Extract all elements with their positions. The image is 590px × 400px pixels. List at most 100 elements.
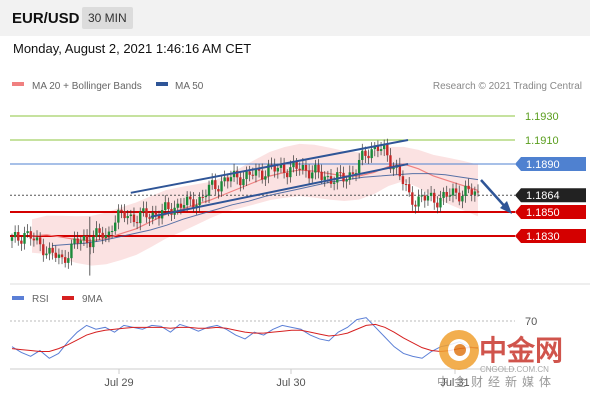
candle-body — [42, 244, 45, 256]
candle — [476, 184, 480, 197]
candle-body — [433, 192, 436, 203]
candle — [129, 209, 133, 224]
candle-body — [123, 211, 126, 219]
candle-body — [267, 164, 270, 177]
candle-body — [107, 231, 111, 236]
candle — [370, 142, 373, 163]
candle — [307, 164, 311, 185]
candle — [276, 163, 280, 179]
candle — [304, 160, 308, 178]
candle-body — [217, 189, 220, 192]
candle — [364, 146, 367, 164]
candle-body — [332, 182, 336, 184]
ma50-legend-swatch — [156, 82, 168, 86]
ma50-legend-label: MA 50 — [175, 81, 204, 92]
candle — [404, 179, 408, 192]
candle — [470, 183, 473, 202]
candle-body — [226, 177, 229, 182]
candle-body — [345, 179, 348, 182]
rsi-line — [11, 317, 479, 359]
candle-body — [414, 204, 417, 207]
candle-body — [192, 199, 195, 209]
candle — [198, 192, 201, 213]
candle — [79, 236, 83, 251]
candle — [286, 169, 289, 185]
candle — [126, 210, 129, 225]
candle-body — [254, 168, 258, 176]
candle-body — [473, 191, 477, 195]
candle-body — [132, 214, 136, 223]
level-label-2: 1.1890 — [515, 157, 586, 171]
candle — [273, 158, 276, 178]
candle — [426, 189, 430, 206]
candle — [367, 149, 370, 164]
candle-body — [411, 192, 414, 205]
x-tick-jul31: Jul 31 — [440, 377, 469, 389]
candle-body — [264, 176, 267, 180]
candle-body — [448, 195, 452, 197]
candle — [48, 242, 51, 261]
candle-body — [54, 252, 57, 258]
candle — [20, 236, 23, 251]
candle — [407, 177, 411, 197]
candle-body — [311, 172, 314, 179]
candle — [110, 225, 114, 239]
candle — [386, 138, 389, 162]
candle-body — [442, 191, 445, 198]
candle-body — [139, 211, 142, 224]
candle-body — [220, 181, 223, 192]
candle — [339, 165, 342, 178]
candle-body — [304, 165, 308, 171]
watermark-logo-dot — [454, 344, 466, 356]
candle — [135, 215, 139, 230]
candle-body — [70, 243, 73, 259]
candle-body — [114, 222, 117, 232]
candle-body — [13, 232, 17, 238]
candle-body — [182, 205, 186, 208]
candle-body — [142, 208, 145, 212]
candle — [63, 250, 67, 268]
candle-body — [148, 217, 151, 219]
candle — [376, 140, 380, 158]
candle-body — [229, 177, 233, 182]
candle — [67, 251, 70, 269]
candle-body — [357, 159, 361, 174]
candle — [361, 143, 364, 166]
candle-body — [426, 195, 430, 201]
candle — [142, 201, 145, 217]
candle — [417, 189, 420, 212]
ma20-legend-label: MA 20 + Bollinger Bands — [32, 81, 142, 92]
candle-body — [367, 155, 370, 159]
level-text-2: 1.1890 — [526, 159, 560, 171]
candle — [420, 188, 423, 203]
candle — [461, 190, 464, 209]
candle-body — [85, 235, 89, 243]
trendlines — [130, 139, 409, 218]
candle-body — [79, 240, 83, 244]
candle — [398, 157, 402, 181]
candle-body — [458, 192, 461, 202]
candle-body — [214, 180, 217, 190]
candle-body — [104, 235, 108, 238]
trendline-channel-top — [130, 139, 409, 194]
watermark: 中金网 CNGOLD.COM.CN 中金财经新媒体 — [437, 330, 563, 389]
candle — [95, 221, 98, 242]
level-text-1: 1.1910 — [525, 135, 559, 147]
timeframe-selector[interactable]: 30 MIN — [82, 7, 133, 29]
candle-body — [35, 237, 39, 241]
level-label-5: 1.1830 — [515, 229, 586, 243]
candle-body — [10, 237, 14, 241]
candle-body — [476, 191, 480, 193]
candle — [298, 162, 301, 176]
candle — [351, 165, 355, 180]
candle — [473, 186, 477, 202]
candle — [17, 225, 20, 246]
candle-body — [307, 170, 311, 179]
candle — [98, 223, 101, 240]
candle-body — [26, 231, 29, 234]
candle-body — [145, 208, 148, 218]
candle-body — [282, 164, 286, 173]
candle — [445, 185, 448, 203]
candle-body — [461, 196, 464, 202]
level-text-0: 1.1930 — [525, 111, 559, 123]
